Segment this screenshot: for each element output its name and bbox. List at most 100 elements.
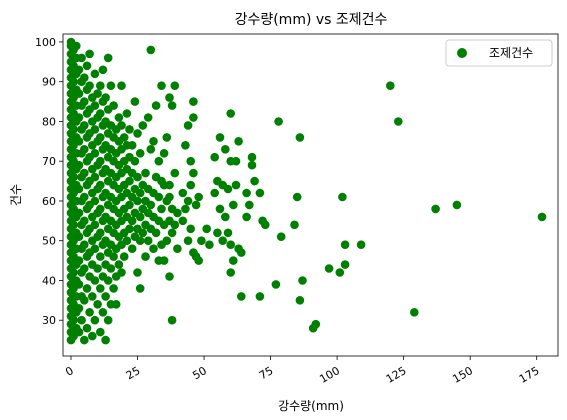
data-point bbox=[290, 221, 299, 230]
data-point bbox=[152, 101, 161, 110]
data-point bbox=[125, 201, 134, 210]
data-point bbox=[226, 240, 235, 249]
data-point bbox=[133, 197, 142, 206]
data-point bbox=[538, 213, 547, 222]
data-point bbox=[120, 133, 129, 142]
legend: 조제건수 bbox=[446, 40, 552, 66]
data-point bbox=[80, 97, 89, 106]
data-point bbox=[221, 213, 230, 222]
data-point bbox=[312, 320, 321, 329]
x-axis-title: 강수량(mm) bbox=[278, 399, 344, 413]
data-point bbox=[85, 308, 94, 317]
data-point bbox=[128, 141, 137, 150]
data-point bbox=[394, 117, 403, 126]
data-point bbox=[226, 268, 235, 277]
data-point bbox=[115, 113, 124, 122]
data-point bbox=[216, 205, 225, 214]
data-point bbox=[107, 264, 116, 273]
data-point bbox=[147, 46, 156, 55]
data-point bbox=[171, 81, 180, 90]
data-point bbox=[117, 268, 126, 277]
data-point bbox=[109, 252, 118, 261]
y-tick-label: 90 bbox=[42, 76, 56, 89]
data-point bbox=[181, 205, 190, 214]
data-point bbox=[168, 101, 177, 110]
data-point bbox=[75, 232, 84, 241]
data-point bbox=[104, 316, 113, 325]
data-point bbox=[179, 189, 188, 198]
data-point bbox=[69, 268, 78, 277]
data-point bbox=[80, 145, 89, 154]
data-point bbox=[131, 157, 140, 166]
data-point bbox=[210, 189, 219, 198]
data-point bbox=[242, 189, 251, 198]
data-point bbox=[144, 236, 153, 245]
data-point bbox=[197, 236, 206, 245]
data-point bbox=[189, 169, 198, 178]
data-point bbox=[91, 244, 100, 253]
data-point bbox=[226, 109, 235, 118]
data-point bbox=[171, 169, 180, 178]
data-point bbox=[125, 177, 134, 186]
data-point bbox=[242, 213, 251, 222]
data-point bbox=[91, 221, 100, 230]
data-point bbox=[224, 229, 233, 238]
data-point bbox=[139, 121, 148, 130]
data-point bbox=[168, 229, 177, 238]
data-point bbox=[218, 236, 227, 245]
data-point bbox=[80, 336, 89, 345]
data-point bbox=[149, 137, 158, 146]
data-point bbox=[80, 193, 89, 202]
data-point bbox=[189, 113, 198, 122]
data-point bbox=[80, 264, 89, 273]
data-point bbox=[120, 252, 129, 261]
data-point bbox=[80, 296, 89, 305]
data-point bbox=[165, 181, 174, 190]
data-point bbox=[117, 121, 126, 130]
data-point bbox=[298, 276, 307, 285]
data-point bbox=[85, 50, 94, 59]
data-point bbox=[80, 240, 89, 249]
data-point bbox=[237, 292, 246, 301]
data-point bbox=[173, 209, 182, 218]
data-point bbox=[144, 113, 153, 122]
data-point bbox=[80, 73, 89, 82]
data-point bbox=[99, 66, 108, 75]
data-point bbox=[221, 145, 230, 154]
data-point bbox=[237, 248, 246, 257]
data-point bbox=[112, 300, 121, 309]
data-point bbox=[453, 201, 462, 210]
data-point bbox=[168, 316, 177, 325]
data-point bbox=[125, 125, 134, 134]
data-point bbox=[96, 181, 105, 190]
data-point bbox=[234, 137, 243, 146]
data-point bbox=[386, 81, 395, 90]
data-point bbox=[69, 125, 78, 134]
data-point bbox=[163, 236, 172, 245]
data-point bbox=[216, 133, 225, 142]
data-point bbox=[91, 125, 100, 134]
data-point bbox=[163, 133, 172, 142]
data-point bbox=[69, 221, 78, 230]
data-point bbox=[75, 185, 84, 194]
data-point bbox=[210, 153, 219, 162]
data-point bbox=[261, 221, 270, 230]
data-point bbox=[165, 272, 174, 281]
data-point bbox=[338, 193, 347, 202]
data-point bbox=[91, 101, 100, 110]
data-point bbox=[96, 205, 105, 214]
y-tick-label: 50 bbox=[42, 235, 56, 248]
data-point bbox=[104, 54, 113, 63]
data-point bbox=[165, 93, 174, 102]
data-point bbox=[250, 177, 259, 186]
data-point bbox=[101, 336, 110, 345]
data-point bbox=[109, 284, 118, 293]
data-point bbox=[123, 236, 132, 245]
data-point bbox=[277, 232, 286, 241]
data-point bbox=[248, 153, 257, 162]
data-point bbox=[75, 137, 84, 146]
data-point bbox=[192, 201, 201, 210]
data-point bbox=[245, 201, 254, 210]
data-point bbox=[274, 117, 283, 126]
